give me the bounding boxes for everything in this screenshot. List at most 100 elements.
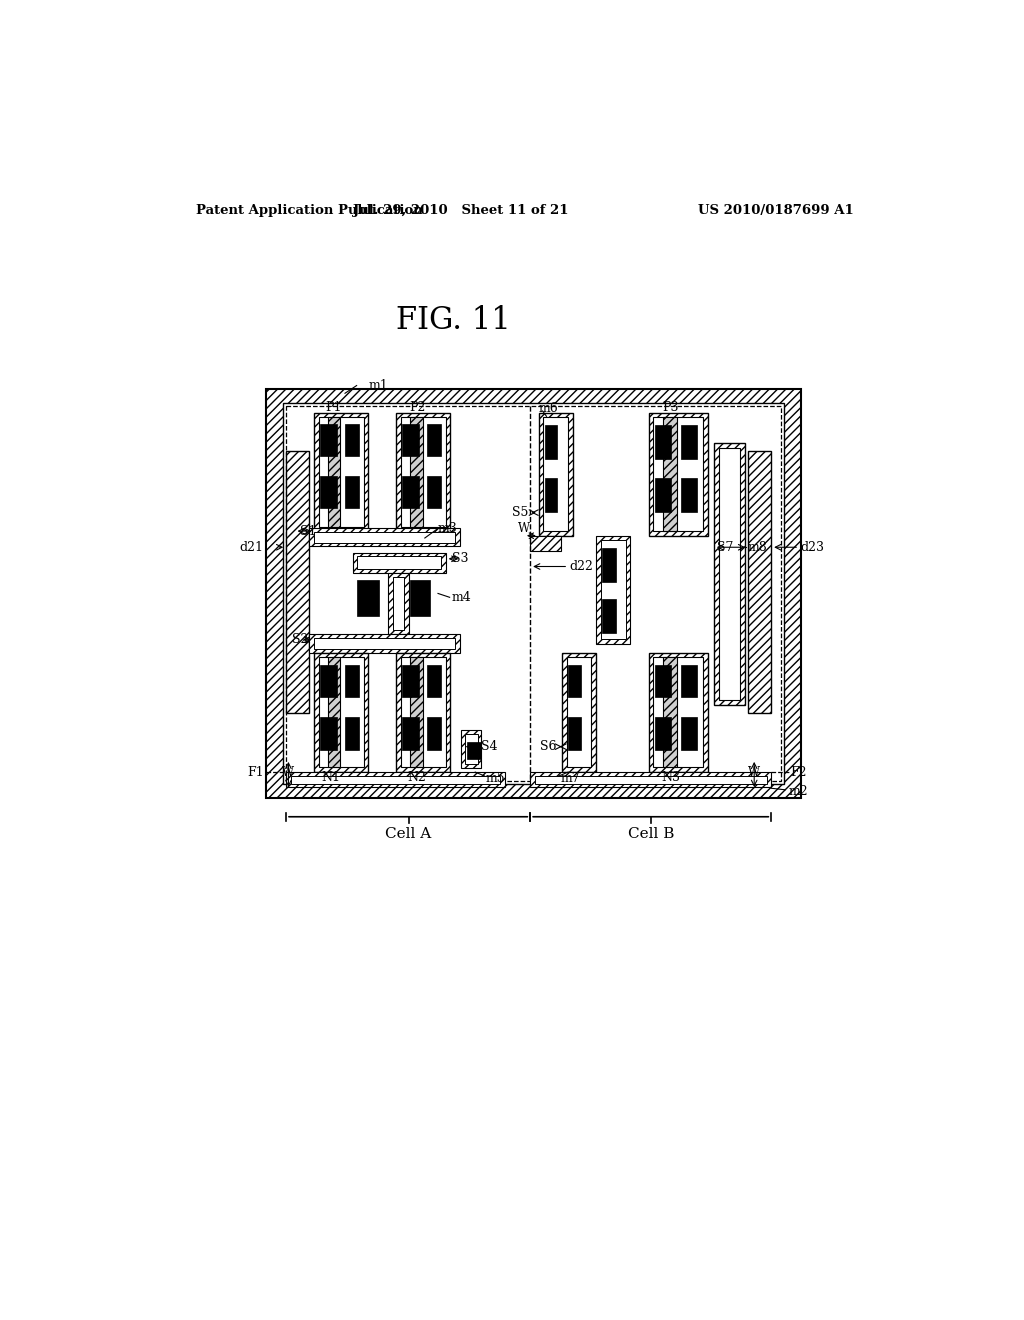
Text: m8: m8	[748, 541, 768, 554]
Bar	[655, 425, 671, 459]
Bar	[539, 412, 572, 536]
Text: N2: N2	[407, 771, 426, 784]
Bar	[596, 536, 630, 644]
Bar	[544, 417, 568, 531]
Bar	[402, 665, 420, 697]
Bar	[402, 475, 420, 508]
Text: F2: F2	[790, 766, 806, 779]
Bar	[663, 657, 677, 767]
Bar	[309, 635, 460, 653]
Bar	[681, 718, 697, 750]
Bar	[568, 718, 581, 750]
Bar	[314, 412, 369, 532]
Bar	[748, 451, 771, 713]
Text: Jul. 29, 2010   Sheet 11 of 21: Jul. 29, 2010 Sheet 11 of 21	[353, 205, 569, 218]
Bar	[545, 425, 557, 459]
Text: Cell A: Cell A	[385, 826, 432, 841]
Text: m2: m2	[788, 785, 808, 797]
Bar	[562, 653, 596, 772]
Text: US 2010/0187699 A1: US 2010/0187699 A1	[697, 205, 853, 218]
Bar	[467, 742, 480, 759]
Text: FIG. 11: FIG. 11	[396, 305, 511, 335]
Bar	[410, 581, 430, 615]
Bar	[286, 451, 309, 713]
Bar	[568, 665, 581, 697]
Bar	[566, 657, 592, 767]
Bar	[286, 407, 780, 780]
Text: m5: m5	[486, 772, 506, 785]
Bar	[321, 665, 337, 697]
Bar	[649, 653, 708, 772]
Bar	[655, 718, 671, 750]
Bar	[714, 444, 744, 705]
Text: m3: m3	[438, 521, 458, 535]
Bar	[545, 478, 557, 512]
Text: P1: P1	[326, 401, 342, 414]
Bar	[291, 776, 500, 784]
Bar	[465, 734, 477, 764]
Bar	[393, 577, 403, 631]
Bar	[396, 653, 451, 772]
Bar	[286, 772, 505, 788]
Bar	[681, 478, 697, 512]
Bar	[345, 475, 359, 508]
Bar	[402, 424, 420, 457]
Bar	[357, 581, 379, 615]
Bar	[345, 718, 359, 750]
Text: S4: S4	[481, 741, 498, 754]
Text: S3: S3	[452, 552, 468, 565]
Bar	[266, 389, 801, 797]
Bar	[314, 653, 369, 772]
Bar	[410, 417, 423, 527]
Text: N1: N1	[322, 771, 341, 784]
Bar	[649, 412, 708, 536]
Bar	[461, 730, 481, 768]
Bar	[328, 417, 340, 527]
Text: W: W	[283, 767, 295, 779]
Bar	[653, 657, 703, 767]
Text: S2: S2	[292, 634, 308, 647]
Bar	[345, 665, 359, 697]
Text: Cell B: Cell B	[628, 826, 675, 841]
Bar	[321, 718, 337, 750]
Text: d21: d21	[240, 541, 263, 554]
Bar	[388, 573, 409, 635]
Text: W: W	[518, 521, 530, 535]
Bar	[314, 638, 455, 649]
Bar	[681, 425, 697, 459]
Bar	[655, 478, 671, 512]
Bar	[681, 665, 697, 697]
Bar	[283, 404, 783, 784]
Bar	[663, 417, 677, 531]
Text: W: W	[749, 767, 760, 779]
Text: Patent Application Publication: Patent Application Publication	[197, 205, 423, 218]
Bar	[427, 665, 441, 697]
Text: F1: F1	[247, 766, 263, 779]
Text: m1: m1	[369, 379, 388, 392]
Text: P2: P2	[410, 401, 426, 414]
Bar	[328, 657, 340, 767]
Bar	[530, 536, 561, 552]
Text: S6: S6	[540, 741, 557, 754]
Bar	[410, 657, 423, 767]
Text: m4: m4	[452, 591, 472, 603]
Bar	[400, 417, 445, 527]
Text: d23: d23	[801, 541, 824, 554]
Text: S5: S5	[512, 506, 528, 519]
Bar	[314, 532, 455, 543]
Bar	[318, 657, 364, 767]
Bar	[318, 417, 364, 527]
Bar	[357, 557, 441, 569]
Bar	[535, 776, 767, 784]
Bar	[655, 665, 671, 697]
Text: m6: m6	[539, 403, 558, 416]
Bar	[400, 657, 445, 767]
Bar	[345, 424, 359, 457]
Bar	[352, 553, 445, 573]
Bar	[321, 424, 337, 457]
Bar	[530, 772, 771, 788]
Bar	[601, 540, 626, 639]
Text: P3: P3	[663, 401, 679, 414]
Bar	[321, 475, 337, 508]
Bar	[602, 548, 616, 582]
